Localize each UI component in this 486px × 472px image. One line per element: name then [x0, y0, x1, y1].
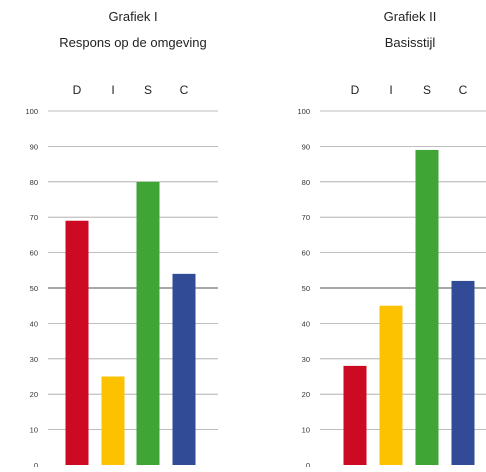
y-tick-label: 60 [30, 249, 38, 258]
y-tick-label: 100 [25, 107, 38, 116]
y-tick-label: 50 [30, 284, 38, 293]
bar-i [101, 376, 125, 465]
y-tick-label: 90 [302, 142, 310, 151]
y-tick-label: 20 [30, 390, 38, 399]
chart-title: Grafiek II [384, 9, 437, 24]
y-tick-label: 80 [30, 178, 38, 187]
y-tick-label: 30 [302, 355, 310, 364]
chart-title: Grafiek I [108, 9, 157, 24]
category-label-d: D [351, 83, 360, 97]
y-tick-label: 60 [302, 249, 310, 258]
chart-subtitle: Basisstijl [385, 35, 436, 50]
y-tick-label: 40 [30, 319, 38, 328]
category-label-i: I [111, 83, 114, 97]
y-tick-label: 40 [302, 319, 310, 328]
chart-1: Grafiek I Respons op de omgeving 0 10 20 30 40… [25, 9, 218, 470]
bar-c [451, 280, 475, 465]
bar-c [172, 273, 196, 465]
chart-2: Grafiek II Basisstijl 0 10 20 30 40 50 60 70 80 90 1… [297, 9, 486, 470]
category-label-i: I [389, 83, 392, 97]
y-tick-label: 90 [30, 142, 38, 151]
y-tick-label: 30 [30, 355, 38, 364]
y-tick-label: 70 [302, 213, 310, 222]
category-label-s: S [423, 83, 431, 97]
y-tick-label: 70 [30, 213, 38, 222]
bar-s [136, 181, 160, 466]
category-label-s: S [144, 83, 152, 97]
y-tick-label: 20 [302, 390, 310, 399]
y-tick-label: 100 [297, 107, 310, 116]
category-label-c: C [180, 83, 189, 97]
y-tick-label: 10 [30, 426, 38, 435]
y-tick-label: 50 [302, 284, 310, 293]
y-tick-label: 10 [302, 426, 310, 435]
category-label-c: C [459, 83, 468, 97]
chart-subtitle: Respons op de omgeving [59, 35, 206, 50]
bar-d [343, 365, 367, 465]
y-tick-label: 0 [306, 461, 310, 467]
y-tick-label: 0 [34, 461, 38, 467]
bar-s [415, 149, 439, 465]
category-label-d: D [73, 83, 82, 97]
y-tick-label: 80 [302, 178, 310, 187]
bar-d [65, 220, 89, 465]
bar-i [379, 305, 403, 465]
